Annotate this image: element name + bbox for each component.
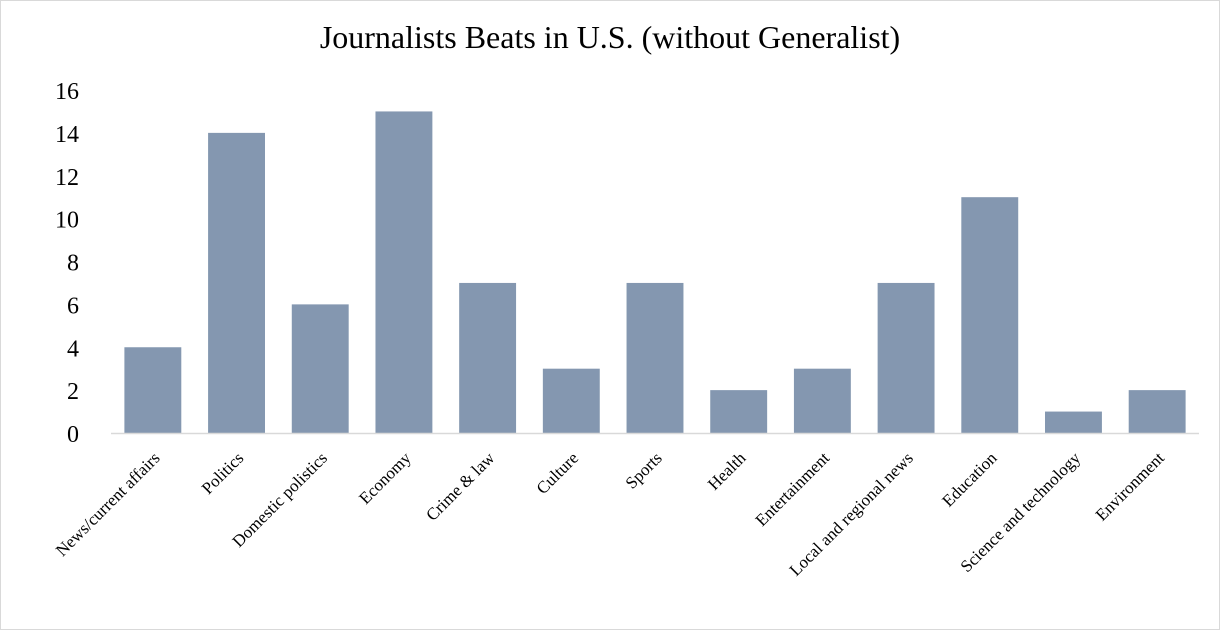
bar: [710, 390, 768, 433]
bar: [124, 347, 182, 433]
bar: [877, 282, 935, 433]
x-tick-label: Crime & law: [422, 448, 499, 525]
bar: [961, 197, 1019, 433]
bar: [793, 368, 851, 433]
y-tick-label: 10: [55, 208, 79, 234]
chart-title: Journalists Beats in U.S. (without Gener…: [320, 19, 900, 55]
y-tick-label: 8: [67, 251, 79, 277]
x-tick-label: Culture: [533, 448, 582, 497]
y-tick-label: 2: [67, 379, 79, 405]
bar: [459, 282, 517, 433]
x-tick-label: Health: [704, 448, 750, 494]
x-tick-label: Entertainment: [752, 448, 834, 530]
y-tick-label: 14: [55, 122, 79, 148]
y-tick-label: 6: [67, 293, 79, 319]
x-tick-label: Economy: [355, 448, 415, 508]
bar: [208, 132, 265, 433]
y-axis-ticks: 0 2 4 6 8 10 12 14 16: [55, 79, 79, 448]
x-tick-label: Education: [938, 448, 1001, 511]
bar: [542, 368, 600, 433]
bars: [124, 111, 1186, 433]
bar: [291, 304, 349, 433]
y-tick-label: 4: [67, 336, 79, 362]
y-tick-label: 0: [67, 422, 79, 448]
bar: [1128, 390, 1186, 433]
bar: [1045, 411, 1102, 433]
bar: [626, 282, 684, 433]
bar: [375, 111, 433, 433]
x-tick-label: Sports: [622, 448, 666, 492]
y-tick-label: 16: [55, 79, 79, 105]
x-tick-label: News/current affairs: [52, 448, 164, 560]
x-tick-label: Environment: [1092, 448, 1168, 524]
y-tick-label: 12: [55, 165, 79, 191]
x-tick-label: Politics: [198, 448, 248, 498]
